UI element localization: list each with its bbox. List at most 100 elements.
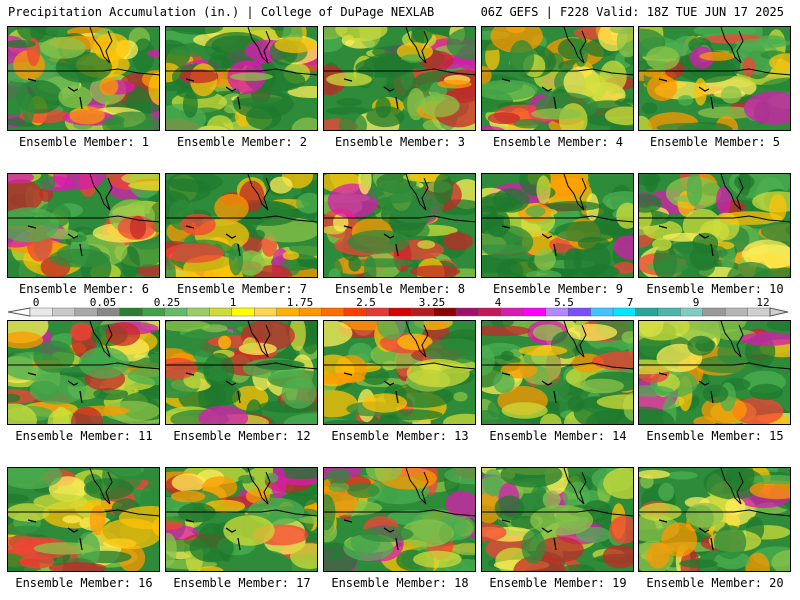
colorbar-segment (590, 307, 614, 317)
border-line (324, 362, 475, 370)
member-label: Ensemble Member: 6 (18, 282, 150, 296)
lake-outline (27, 372, 83, 404)
lake-outline (658, 519, 714, 551)
colorbar-segment (209, 307, 233, 317)
lake-outline (185, 372, 241, 404)
precip-field (482, 27, 633, 130)
ensemble-map-panel (7, 467, 160, 572)
member-label: Ensemble Member: 5 (649, 135, 781, 149)
ensemble-map-panel (323, 26, 476, 131)
colorbar-segment (545, 307, 569, 317)
precip-field (166, 174, 317, 277)
colorbar-segment (298, 307, 323, 317)
member-label: Ensemble Member: 16 (15, 576, 153, 590)
precip-field (324, 321, 475, 424)
map-title: Precipitation Accumulation (in.) | Colle… (8, 5, 435, 19)
coastline (89, 174, 113, 211)
colorbar: 0 0.05 0.25 1 1.75 2.5 3.25 4 5.5 7 9 12 (7, 296, 789, 317)
border-line (482, 362, 633, 370)
colorbar-segment (478, 307, 502, 317)
colorbar-tick-label: 12 (756, 296, 769, 309)
lake-outline (501, 519, 557, 551)
coastline (720, 321, 744, 358)
border-line (482, 215, 633, 223)
colorbar-segment (343, 307, 368, 317)
member-label: Ensemble Member: 8 (334, 282, 466, 296)
ensemble-map-panel (323, 320, 476, 425)
colorbar-max-arrow (769, 307, 789, 317)
colorbar-segment (635, 307, 659, 317)
colorbar-tick-label: 7 (627, 296, 634, 309)
ensemble-map-panel (638, 26, 791, 131)
coastline (405, 27, 429, 64)
precip-field (8, 174, 159, 277)
border-line (324, 215, 475, 223)
ensemble-map-panel (7, 173, 160, 278)
ensemble-map-panel (638, 173, 791, 278)
member-label: Ensemble Member: 4 (492, 135, 624, 149)
member-label: Ensemble Member: 10 (646, 282, 784, 296)
colorbar-tick-label: 1.75 (287, 296, 314, 309)
border-line (8, 509, 159, 517)
precip-field (482, 174, 633, 277)
member-label: Ensemble Member: 9 (492, 282, 624, 296)
ensemble-map-panel (481, 467, 634, 572)
ensemble-map-panel (165, 467, 318, 572)
precip-field (166, 468, 317, 571)
colorbar-segment (680, 307, 704, 317)
colorbar-tick-label: 5.5 (554, 296, 574, 309)
coastline (405, 468, 429, 505)
member-label: Ensemble Member: 18 (331, 576, 469, 590)
colorbar-segment (433, 307, 457, 317)
colorbar-segment (276, 307, 300, 317)
colorbar-tick-label: 9 (693, 296, 700, 309)
border-line (8, 68, 159, 76)
colorbar-tick-label: 3.25 (419, 296, 446, 309)
coastline (720, 27, 744, 64)
ensemble-map-panel (481, 320, 634, 425)
ensemble-map-panel (323, 467, 476, 572)
colorbar-segment (388, 307, 412, 317)
border-line (639, 362, 790, 370)
border-line (482, 68, 633, 76)
colorbar-segment (141, 307, 166, 317)
precip-field (324, 174, 475, 277)
colorbar-segment (254, 307, 278, 317)
colorbar-segment (52, 307, 76, 317)
colorbar-segment (724, 307, 749, 317)
lake-outline (27, 225, 83, 257)
coastline (89, 468, 113, 505)
coastline (89, 27, 113, 64)
member-label: Ensemble Member: 13 (331, 429, 469, 443)
member-label: Ensemble Member: 17 (173, 576, 311, 590)
border-line (8, 215, 159, 223)
colorbar-segment (500, 307, 525, 317)
colorbar-segment (164, 307, 188, 317)
colorbar-segment (523, 307, 547, 317)
border-line (166, 68, 317, 76)
ensemble-map-panel (7, 26, 160, 131)
ensemble-map-panel (638, 467, 791, 572)
colorbar-segment (657, 307, 682, 317)
colorbar-min-arrow (7, 307, 31, 317)
lake-outline (501, 225, 557, 257)
coastline (247, 468, 271, 505)
colorbar-segment (747, 307, 771, 317)
colorbar-segment (455, 307, 480, 317)
valid-time: 06Z GEFS | F228 Valid: 18Z TUE JUN 17 20… (480, 5, 784, 19)
colorbar-tick-label: 4 (495, 296, 502, 309)
colorbar-segment (321, 307, 345, 317)
colorbar-tick-label: 2.5 (356, 296, 376, 309)
precip-field (639, 468, 790, 571)
border-line (324, 68, 475, 76)
lake-outline (185, 519, 241, 551)
member-label: Ensemble Member: 14 (489, 429, 627, 443)
member-label: Ensemble Member: 19 (489, 576, 627, 590)
ensemble-map-panel (638, 320, 791, 425)
lake-outline (658, 78, 714, 110)
coastline (89, 321, 113, 358)
border-line (639, 215, 790, 223)
ensemble-map-panel (481, 173, 634, 278)
precip-field (482, 321, 633, 424)
member-label: Ensemble Member: 12 (173, 429, 311, 443)
